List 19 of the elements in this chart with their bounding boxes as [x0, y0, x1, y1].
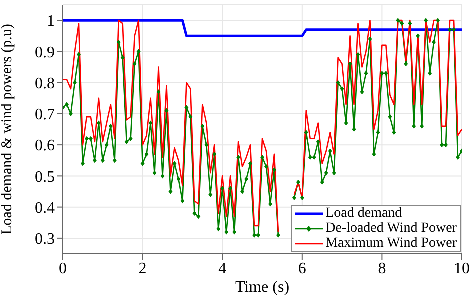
x-tick-label: 2: [138, 260, 147, 278]
x-axis-title: Time (s): [235, 279, 290, 296]
x-tick-label: 10: [454, 260, 470, 278]
x-tick-label: 8: [378, 260, 386, 278]
legend-label: Load demand: [326, 206, 402, 221]
y-tick-label: 0.5: [35, 168, 55, 186]
y-tick-label: 0.8: [35, 75, 55, 92]
legend-label: Maximum Wind Power: [326, 236, 457, 251]
y-tick-label: 0.9: [35, 44, 55, 62]
x-tick-label: 4: [218, 260, 227, 278]
y-axis-title: Load demand & wind powers (p.u): [0, 24, 16, 235]
x-tick-label: 0: [59, 260, 67, 278]
y-tick-label: 0.6: [35, 138, 55, 155]
y-tick-label: 0.4: [35, 200, 55, 217]
y-tick-label: 0.7: [35, 106, 55, 124]
legend-label: De-loaded Wind Power: [326, 221, 457, 236]
y-tick-label: 1: [47, 13, 55, 30]
y-tick-label: 0.3: [35, 231, 55, 248]
x-tick-label: 6: [298, 260, 306, 278]
